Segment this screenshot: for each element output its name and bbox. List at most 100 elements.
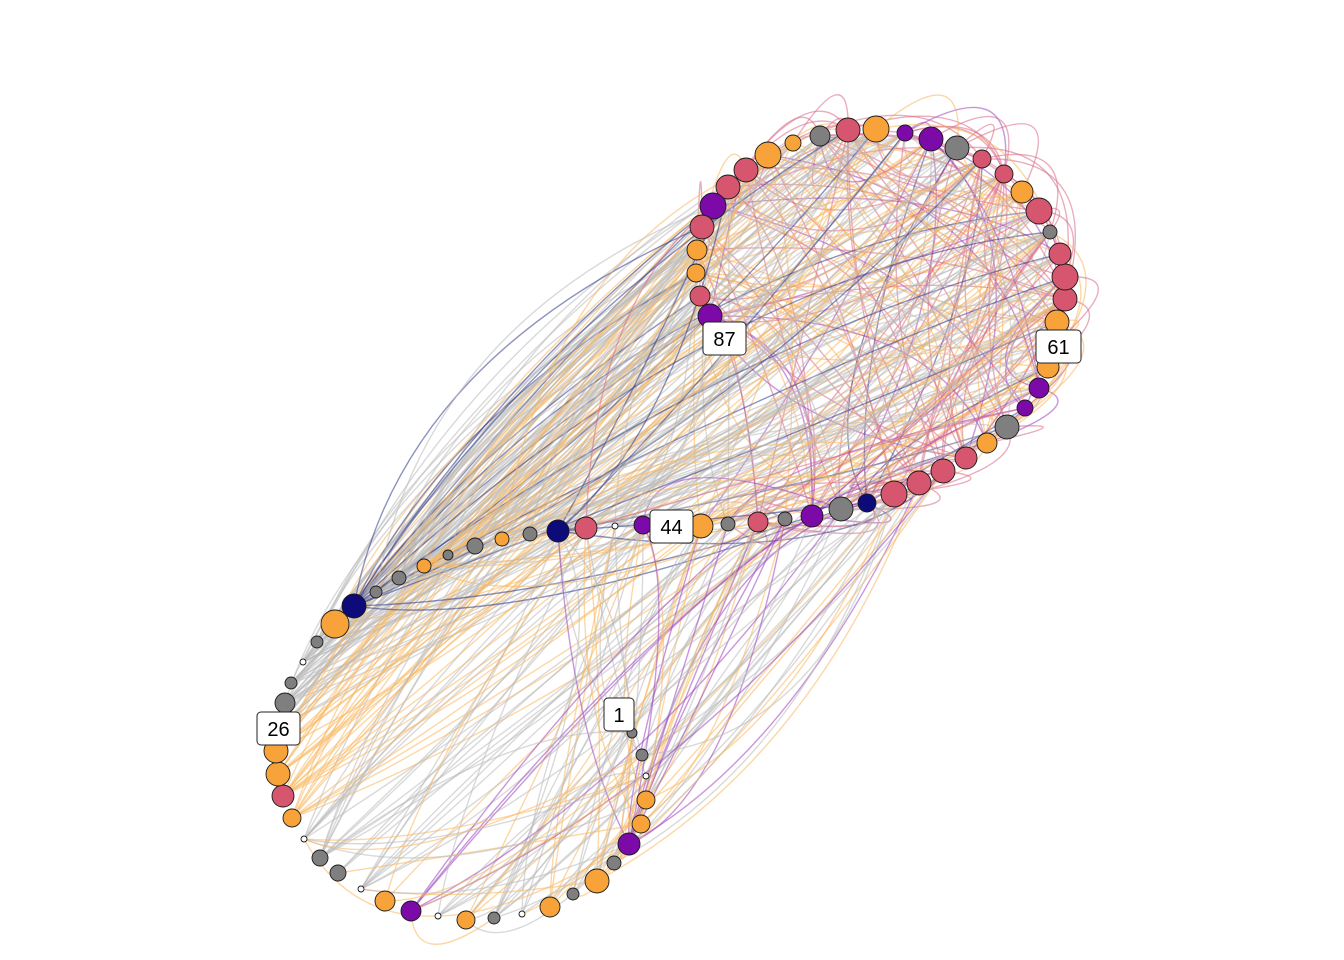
edge bbox=[360, 521, 759, 890]
edge bbox=[277, 138, 932, 775]
edge bbox=[596, 470, 944, 882]
node-70 bbox=[918, 126, 944, 152]
node-55 bbox=[994, 414, 1020, 440]
edge bbox=[614, 321, 1058, 527]
edge bbox=[291, 298, 1066, 819]
edge bbox=[628, 518, 786, 845]
node-14 bbox=[434, 912, 442, 920]
node-29 bbox=[310, 635, 324, 649]
node-54 bbox=[976, 432, 998, 454]
edge bbox=[437, 527, 587, 917]
edge bbox=[819, 135, 988, 444]
edge bbox=[557, 502, 868, 532]
edge bbox=[447, 298, 1066, 556]
edge bbox=[628, 482, 920, 845]
edge bbox=[360, 843, 630, 894]
edge bbox=[375, 129, 849, 593]
node-40 bbox=[574, 516, 598, 540]
edge bbox=[437, 493, 895, 917]
edge bbox=[437, 843, 630, 917]
node-32 bbox=[369, 585, 383, 599]
node-label-87: 87 bbox=[702, 321, 747, 356]
node-label-61-text: 61 bbox=[1047, 337, 1069, 359]
edge bbox=[284, 129, 849, 704]
node-17 bbox=[357, 885, 365, 893]
node-label-26: 26 bbox=[256, 711, 301, 746]
edge bbox=[645, 493, 895, 801]
edge bbox=[316, 132, 906, 643]
node-39 bbox=[546, 519, 570, 543]
edge bbox=[384, 754, 643, 902]
edge bbox=[529, 231, 1051, 535]
edge bbox=[614, 249, 698, 527]
edge bbox=[701, 226, 813, 517]
node-65 bbox=[1025, 197, 1053, 225]
node-26 bbox=[274, 692, 296, 714]
edge bbox=[695, 272, 1049, 368]
node-18 bbox=[329, 864, 347, 882]
edge bbox=[337, 823, 642, 874]
edge bbox=[375, 366, 1049, 593]
edge bbox=[840, 298, 1066, 510]
edge bbox=[474, 132, 906, 547]
node-67 bbox=[994, 164, 1014, 184]
edge bbox=[709, 315, 988, 444]
edge bbox=[521, 524, 644, 915]
node-47 bbox=[800, 504, 824, 528]
node-62 bbox=[1051, 263, 1079, 291]
edge bbox=[640, 518, 786, 825]
edge bbox=[792, 94, 849, 144]
edge bbox=[549, 525, 616, 908]
node-label-44-text: 44 bbox=[660, 517, 682, 539]
edge bbox=[614, 344, 1054, 527]
edge bbox=[302, 253, 1061, 663]
node-69 bbox=[944, 135, 970, 161]
edge bbox=[353, 129, 849, 607]
node-36 bbox=[466, 537, 484, 555]
node-61 bbox=[1052, 286, 1078, 312]
edge bbox=[423, 454, 920, 567]
edge bbox=[410, 515, 813, 912]
node-80 bbox=[689, 214, 715, 240]
node-20 bbox=[300, 835, 308, 843]
edge bbox=[614, 525, 643, 756]
edge bbox=[641, 470, 944, 756]
edge bbox=[277, 173, 1005, 775]
edge bbox=[614, 128, 877, 527]
node-68 bbox=[972, 149, 992, 169]
node-56 bbox=[1016, 399, 1034, 417]
node-81 bbox=[686, 239, 708, 261]
node-64 bbox=[1042, 224, 1058, 240]
edge bbox=[585, 527, 601, 882]
node-label-1-text: 1 bbox=[613, 705, 624, 727]
edge bbox=[423, 169, 747, 567]
edge bbox=[557, 186, 729, 532]
node-33 bbox=[391, 570, 407, 586]
edge bbox=[303, 775, 647, 841]
node-4 bbox=[636, 790, 656, 810]
edge bbox=[529, 132, 906, 535]
node-48 bbox=[828, 496, 854, 522]
node-label-1: 1 bbox=[603, 697, 635, 732]
edge bbox=[353, 205, 714, 607]
node-75 bbox=[784, 134, 802, 152]
node-49 bbox=[857, 493, 877, 513]
edge bbox=[529, 344, 1054, 535]
edge bbox=[353, 515, 813, 607]
edge bbox=[360, 508, 842, 890]
edge bbox=[375, 366, 1049, 593]
node-66 bbox=[1010, 180, 1034, 204]
node-28 bbox=[299, 658, 307, 666]
edge bbox=[875, 94, 959, 149]
edge bbox=[284, 205, 714, 704]
edge bbox=[585, 407, 1026, 529]
node-2 bbox=[635, 748, 649, 762]
node-label-61: 61 bbox=[1035, 329, 1082, 364]
edge bbox=[337, 523, 729, 874]
edge bbox=[410, 775, 647, 912]
node-53 bbox=[954, 446, 978, 470]
edge bbox=[722, 501, 786, 525]
node-45 bbox=[747, 511, 769, 533]
node-73 bbox=[835, 117, 861, 143]
